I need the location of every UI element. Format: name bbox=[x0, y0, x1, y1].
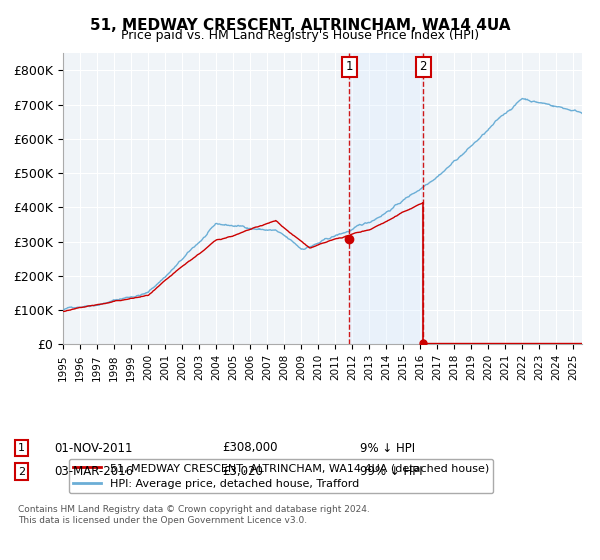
Text: 1: 1 bbox=[18, 443, 25, 453]
Text: 1: 1 bbox=[346, 60, 353, 73]
Text: £3,020: £3,020 bbox=[222, 465, 263, 478]
Legend: 51, MEDWAY CRESCENT, ALTRINCHAM, WA14 4UA (detached house), HPI: Average price, : 51, MEDWAY CRESCENT, ALTRINCHAM, WA14 4U… bbox=[68, 459, 493, 493]
Text: 2: 2 bbox=[419, 60, 427, 73]
Text: This data is licensed under the Open Government Licence v3.0.: This data is licensed under the Open Gov… bbox=[18, 516, 307, 525]
Text: 51, MEDWAY CRESCENT, ALTRINCHAM, WA14 4UA: 51, MEDWAY CRESCENT, ALTRINCHAM, WA14 4U… bbox=[90, 18, 510, 33]
Text: 9% ↓ HPI: 9% ↓ HPI bbox=[360, 441, 415, 455]
Bar bbox=[349, 53, 423, 344]
Text: Contains HM Land Registry data © Crown copyright and database right 2024.: Contains HM Land Registry data © Crown c… bbox=[18, 505, 370, 514]
Text: £308,000: £308,000 bbox=[222, 441, 277, 455]
Text: 99% ↓ HPI: 99% ↓ HPI bbox=[360, 465, 422, 478]
Text: 2: 2 bbox=[18, 466, 25, 477]
Text: 01-NOV-2011: 01-NOV-2011 bbox=[54, 441, 133, 455]
Text: 03-MAR-2016: 03-MAR-2016 bbox=[54, 465, 133, 478]
Text: Price paid vs. HM Land Registry's House Price Index (HPI): Price paid vs. HM Land Registry's House … bbox=[121, 29, 479, 42]
